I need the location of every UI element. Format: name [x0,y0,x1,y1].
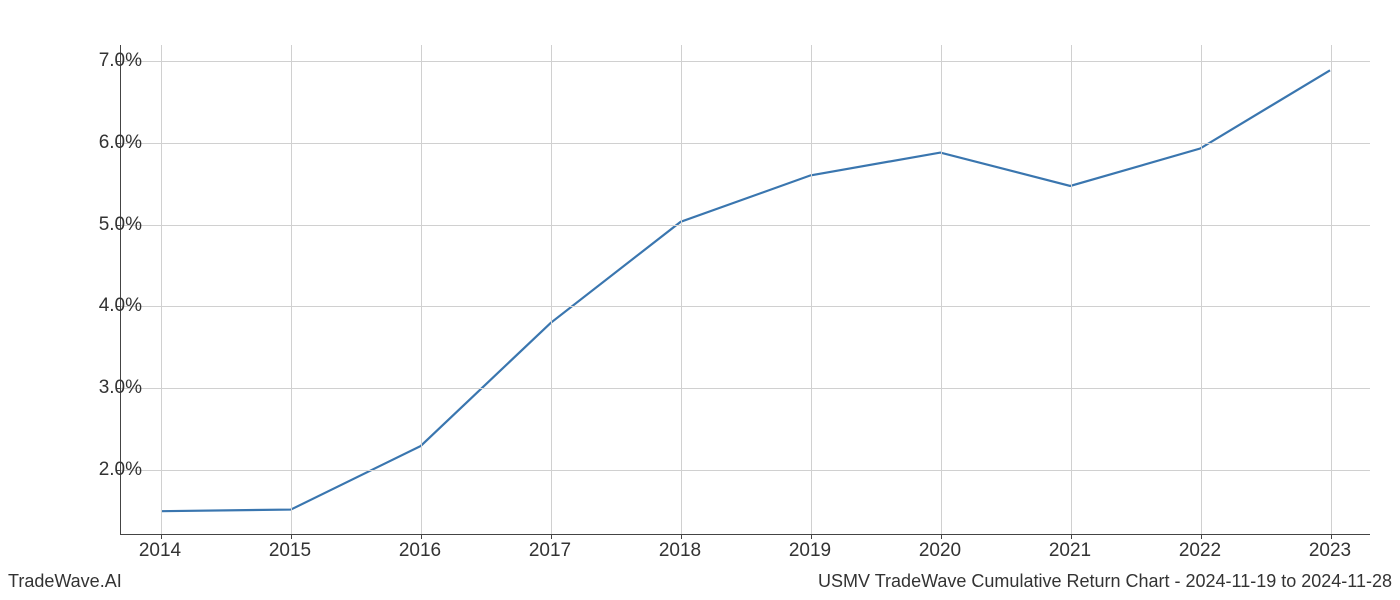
x-tick-mark [291,534,292,539]
grid-line-horizontal [121,306,1370,307]
x-tick-label: 2017 [529,540,571,562]
grid-line-vertical [811,45,812,534]
plot-area [120,45,1370,535]
x-tick-label: 2022 [1179,540,1221,562]
grid-line-vertical [1071,45,1072,534]
grid-line-vertical [161,45,162,534]
x-tick-label: 2023 [1309,540,1351,562]
grid-line-vertical [1201,45,1202,534]
grid-line-vertical [681,45,682,534]
footer-left-text: TradeWave.AI [8,571,122,592]
grid-line-vertical [1331,45,1332,534]
x-tick-label: 2019 [789,540,831,562]
y-tick-label: 3.0% [99,377,142,399]
grid-line-vertical [291,45,292,534]
x-tick-mark [1331,534,1332,539]
chart-container [120,45,1370,535]
x-tick-label: 2016 [399,540,441,562]
x-tick-label: 2018 [659,540,701,562]
grid-line-vertical [941,45,942,534]
x-tick-label: 2021 [1049,540,1091,562]
footer-right-text: USMV TradeWave Cumulative Return Chart -… [818,571,1392,592]
line-chart-svg [121,45,1370,534]
y-tick-label: 4.0% [99,295,142,317]
x-tick-mark [161,534,162,539]
grid-line-vertical [421,45,422,534]
grid-line-horizontal [121,388,1370,389]
x-tick-mark [811,534,812,539]
x-tick-label: 2020 [919,540,961,562]
y-tick-label: 7.0% [99,50,142,72]
grid-line-vertical [551,45,552,534]
x-tick-mark [1071,534,1072,539]
y-tick-label: 2.0% [99,459,142,481]
x-tick-mark [1201,534,1202,539]
x-tick-mark [681,534,682,539]
grid-line-horizontal [121,61,1370,62]
grid-line-horizontal [121,143,1370,144]
x-tick-mark [421,534,422,539]
y-tick-label: 6.0% [99,132,142,154]
grid-line-horizontal [121,225,1370,226]
grid-line-horizontal [121,470,1370,471]
x-tick-label: 2015 [269,540,311,562]
y-tick-label: 5.0% [99,214,142,236]
x-tick-label: 2014 [139,540,181,562]
x-tick-mark [551,534,552,539]
x-tick-mark [941,534,942,539]
